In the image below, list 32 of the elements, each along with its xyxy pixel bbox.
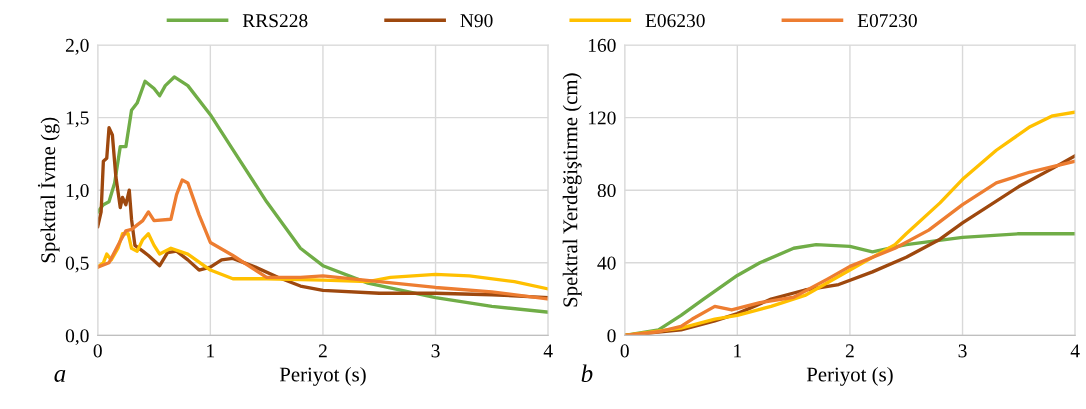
y-tick-label: 120: [588, 111, 616, 125]
x-tick-label: 4: [543, 344, 553, 358]
x-tick-label: 1: [734, 344, 742, 358]
line-series: [97, 75, 549, 314]
legend-label: E06230: [645, 14, 705, 28]
y-axis-title: Spektral Yerdeğiştirme (cm): [562, 73, 582, 307]
y-tick-label: 1,5: [66, 111, 89, 128]
legend-label: E07230: [857, 14, 917, 28]
x-tick-label: 2: [318, 344, 327, 358]
x-tick-label: 4: [1070, 344, 1080, 358]
y-tick-label: 40: [597, 256, 616, 270]
y-tick-label: 1,0: [66, 184, 89, 200]
y-tick-label: 0: [607, 329, 616, 343]
x-tick-label: 0: [620, 344, 629, 358]
x-tick-label: 3: [431, 344, 440, 358]
legend-label: N90: [460, 14, 493, 28]
x-tick-label: 1: [207, 344, 215, 358]
line-series: [97, 178, 549, 301]
y-axis-title: Spektral İvme (g): [37, 117, 60, 263]
x-tick-label: 3: [958, 344, 967, 358]
x-axis-title: Periyot (s): [806, 366, 893, 386]
x-axis-title: Periyot (s): [279, 366, 366, 386]
x-tick-label: 2: [845, 344, 854, 358]
y-tick-label: 0,5: [65, 256, 89, 273]
y-tick-label: 2,0: [65, 38, 89, 55]
y-tick-label: 0,0: [65, 329, 89, 346]
y-tick-label: 80: [597, 184, 616, 198]
legend-label: RRS228: [242, 14, 308, 28]
y-tick-label: 160: [588, 38, 616, 52]
text: b: [581, 364, 593, 383]
text: a: [54, 370, 66, 383]
x-tick-label: 0: [93, 344, 102, 358]
